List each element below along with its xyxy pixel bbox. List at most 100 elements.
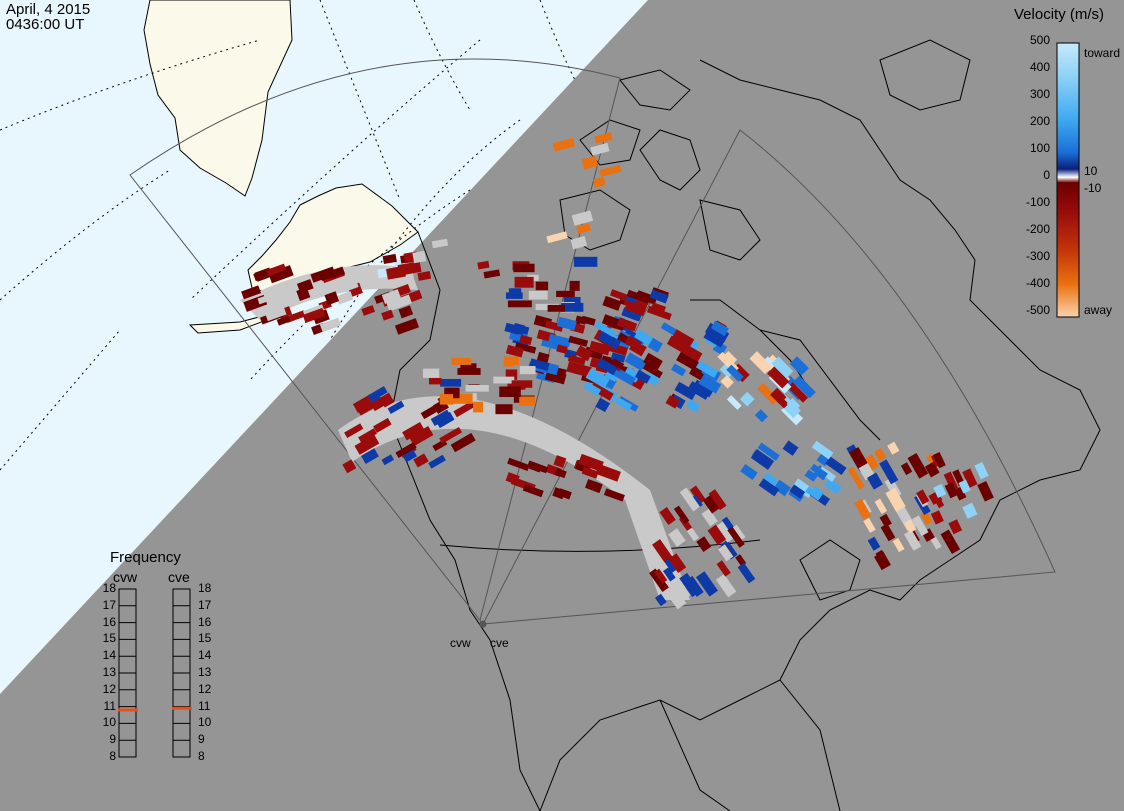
scatter-cell — [588, 340, 611, 356]
scatter-cell — [367, 386, 388, 402]
cve-field-of-view — [482, 129, 1056, 625]
scatter-cell — [662, 567, 676, 582]
scatter-cell — [450, 432, 476, 453]
scatter-cell — [626, 289, 650, 304]
scatter-cell — [731, 524, 746, 541]
colorbar-away-label: away — [1084, 303, 1113, 317]
scatter-cell — [624, 352, 647, 371]
scatter-cell — [450, 393, 473, 404]
scatter-cell — [556, 290, 575, 298]
scatter-cell — [590, 142, 610, 156]
colorbar-tick-neg300: -300 — [1025, 249, 1050, 263]
frequency-label-cvw-16: 16 — [102, 614, 116, 629]
scatter-cell — [444, 387, 460, 399]
scatter-cell — [582, 381, 602, 397]
scatter-cell — [505, 369, 518, 380]
scatter-cell — [535, 303, 560, 311]
scatter-cell — [570, 235, 588, 250]
scatter-cell — [253, 269, 268, 282]
scatter-cell — [566, 361, 592, 378]
scatter-cell — [940, 529, 961, 555]
scatter-cell — [336, 291, 354, 305]
frequency-label-cvw-13: 13 — [102, 665, 116, 679]
scatter-cell — [623, 366, 641, 383]
scatter-cell — [672, 329, 695, 347]
frequency-label-cvw-10: 10 — [102, 715, 116, 730]
scatter-cell — [581, 155, 599, 170]
scatter-cell — [696, 536, 712, 552]
scatter-cell — [495, 404, 513, 415]
scatter-cell — [507, 457, 530, 471]
scatter-cell — [430, 409, 452, 427]
scatter-cell — [880, 523, 896, 542]
scatter-cell — [930, 510, 944, 525]
scatter-cell — [614, 396, 633, 411]
scatter-cell — [513, 263, 535, 273]
scatter-cell — [412, 250, 427, 264]
frequency-label-cve-11: 11 — [198, 698, 211, 713]
scatter-cell — [687, 381, 711, 400]
scatter-cell — [685, 575, 704, 597]
scatter-cell — [649, 568, 669, 593]
frequency-label-cvw-18: 18 — [102, 581, 116, 595]
scatter-cell — [268, 265, 294, 284]
frequency-title: Frequency — [110, 549, 181, 566]
scatter-cell — [575, 345, 593, 362]
scatter-cell — [954, 486, 967, 501]
scatter-cell — [771, 356, 794, 379]
scatter-cell — [671, 363, 687, 377]
scatter-cell — [974, 461, 989, 480]
scatter-cell — [568, 335, 589, 347]
scatter-cell — [900, 462, 913, 476]
scatter-cell — [581, 466, 599, 479]
scatter-cell — [726, 395, 742, 410]
scatter-cell — [879, 459, 899, 485]
scatter-cell — [264, 305, 287, 322]
scatter-cell — [595, 397, 611, 413]
frequency-label-cve-18: 18 — [198, 581, 212, 595]
colorbar-title: Velocity (m/s) — [1014, 6, 1105, 23]
scatter-cell — [285, 310, 306, 323]
scatter-cell — [431, 238, 449, 249]
scatter-cell — [911, 515, 929, 537]
scatter-cell — [548, 333, 572, 348]
scatter-cell — [584, 478, 603, 494]
scatter-cell — [257, 293, 275, 305]
colorbar-tick-300: 300 — [1029, 87, 1050, 101]
scatter-cell — [473, 401, 484, 413]
scatter-cell — [505, 344, 524, 358]
scatter-cell — [721, 516, 734, 531]
colorbar-toward-label: toward — [1084, 46, 1121, 60]
scatter-cell — [873, 447, 887, 462]
scatter-cell — [451, 357, 472, 365]
frequency-label-cvw-11: 11 — [103, 698, 116, 713]
scatter-cell — [689, 485, 706, 504]
scatter-cell — [381, 289, 401, 304]
scatter-cell — [715, 520, 736, 543]
frequency-label-cvw-14: 14 — [102, 648, 116, 663]
scatter-cell — [310, 266, 336, 283]
scatter-cell — [715, 573, 737, 598]
scatter-cell — [504, 322, 521, 335]
scatter-cell — [757, 442, 780, 461]
scatter-cell — [358, 428, 377, 443]
scatter-cell — [357, 401, 376, 416]
scatter-cell — [413, 453, 429, 468]
scatter-cell — [552, 137, 576, 152]
scatter-cell — [578, 453, 604, 472]
colorbar-tick-0: 0 — [1043, 168, 1050, 182]
scatter-cell — [460, 363, 477, 371]
scatter-cell — [277, 297, 294, 310]
scatter-cell — [499, 386, 521, 398]
scatter-cell — [695, 360, 719, 379]
scatter-cell — [569, 280, 580, 291]
scatter-cell — [266, 263, 287, 277]
station-label-cve: cve — [490, 636, 509, 650]
frequency-label-cve-17: 17 — [198, 597, 212, 612]
frequency-label-cve-10: 10 — [198, 715, 212, 730]
scatter-cell — [422, 368, 440, 378]
scatter-cell — [916, 489, 930, 505]
scatter-cell — [749, 351, 773, 375]
scatter-cell — [673, 505, 690, 525]
scatter-cell — [342, 459, 357, 474]
